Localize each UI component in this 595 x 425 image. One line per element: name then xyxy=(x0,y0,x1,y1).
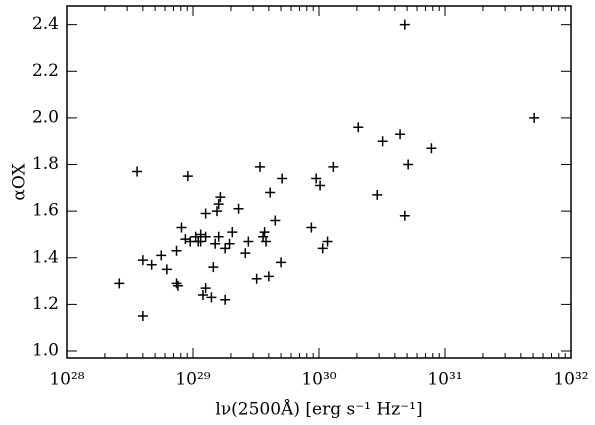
data-point xyxy=(311,173,322,184)
data-point xyxy=(328,161,339,172)
data-point xyxy=(322,236,333,247)
x-tick-label: 10³⁰ xyxy=(301,370,336,390)
data-point xyxy=(171,278,182,289)
x-tick-label: 10²⁹ xyxy=(175,370,210,390)
data-point xyxy=(240,248,251,259)
y-axis-label: αOX xyxy=(10,162,30,200)
data-point xyxy=(190,231,201,242)
data-point xyxy=(395,129,406,140)
data-point xyxy=(180,234,191,245)
data-point xyxy=(263,271,274,282)
data-point xyxy=(215,192,226,203)
data-point xyxy=(156,250,167,261)
data-point xyxy=(137,311,148,322)
data-point xyxy=(377,136,388,147)
x-tick-label: 10³² xyxy=(553,370,588,390)
data-point xyxy=(259,227,270,238)
data-point xyxy=(426,143,437,154)
data-point xyxy=(195,236,206,247)
data-point xyxy=(353,122,364,133)
data-point xyxy=(171,245,182,256)
data-point xyxy=(210,238,221,249)
data-point xyxy=(372,189,383,200)
data-point xyxy=(206,292,217,303)
data-point xyxy=(306,222,317,233)
data-point xyxy=(213,199,224,210)
data-point xyxy=(276,257,287,268)
data-point xyxy=(182,171,193,182)
data-point xyxy=(211,206,222,217)
y-tick-label: 2.2 xyxy=(32,61,59,81)
data-point xyxy=(220,243,231,254)
data-point xyxy=(399,19,410,30)
data-point xyxy=(277,173,288,184)
y-tick-label: 1.8 xyxy=(32,154,59,174)
data-point xyxy=(208,262,219,273)
x-axis-label: lν(2500Å) [erg s⁻¹ Hz⁻¹] xyxy=(215,399,422,420)
data-point xyxy=(200,208,211,219)
data-point xyxy=(254,161,265,172)
data-point xyxy=(220,294,231,305)
data-point xyxy=(529,112,540,123)
data-point xyxy=(227,227,238,238)
data-point xyxy=(270,215,281,226)
data-point xyxy=(146,259,157,270)
x-tick-label: 10²⁸ xyxy=(49,370,84,390)
data-point xyxy=(265,187,276,198)
y-tick-label: 1.0 xyxy=(32,341,59,361)
data-point xyxy=(317,243,328,254)
data-point xyxy=(200,231,211,242)
data-point xyxy=(176,222,187,233)
data-point xyxy=(233,203,244,214)
y-tick-label: 1.2 xyxy=(32,294,59,314)
y-tick-label: 2.0 xyxy=(32,107,59,127)
data-point xyxy=(200,283,211,294)
data-point xyxy=(161,264,172,275)
y-tick-label: 1.4 xyxy=(32,247,59,267)
data-point xyxy=(399,210,410,221)
data-point xyxy=(243,236,254,247)
plot-frame xyxy=(66,5,572,359)
data-point xyxy=(137,255,148,266)
y-tick-label: 1.6 xyxy=(32,201,59,221)
data-point xyxy=(172,280,183,291)
data-point xyxy=(261,236,272,247)
data-point xyxy=(403,159,414,170)
data-point xyxy=(132,166,143,177)
data-point xyxy=(114,278,125,289)
data-point xyxy=(315,180,326,191)
x-tick-label: 10³¹ xyxy=(427,370,462,390)
data-point xyxy=(224,238,235,249)
data-point xyxy=(251,273,262,284)
data-point xyxy=(213,231,224,242)
y-tick-label: 2.4 xyxy=(32,14,59,34)
data-point xyxy=(197,290,208,301)
